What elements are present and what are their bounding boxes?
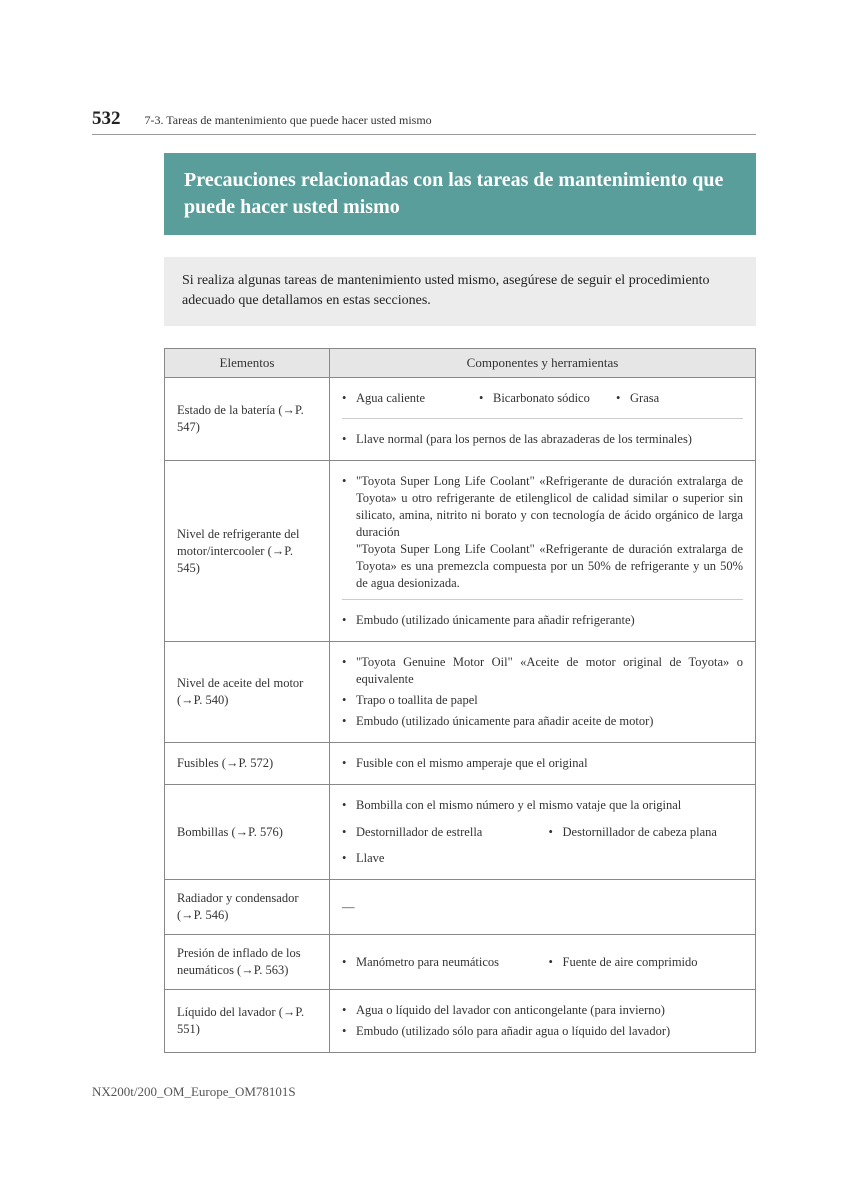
row-label-tires: Presión de inflado de los neumáticos (→P… xyxy=(165,935,330,990)
bullet-item: Destornillador de cabeza plana xyxy=(549,824,744,841)
document-page: 532 7-3. Tareas de mantenimiento que pue… xyxy=(0,0,848,1093)
bullet-text: "Toyota Super Long Life Coolant" «Refrig… xyxy=(356,474,743,539)
bullet-item: Fusible con el mismo amperaje que el ori… xyxy=(342,755,743,772)
bullet-subtext: "Toyota Super Long Life Coolant" «Refrig… xyxy=(356,541,743,592)
row-content-coolant: "Toyota Super Long Life Coolant" «Refrig… xyxy=(330,461,756,642)
bullet-item: Embudo (utilizado únicamente para añadir… xyxy=(342,713,743,730)
table-row: Presión de inflado de los neumáticos (→P… xyxy=(165,935,756,990)
table-header-components: Componentes y herramientas xyxy=(330,348,756,377)
page-number: 532 xyxy=(92,108,121,130)
table-row: Estado de la batería (→P. 547) Agua cali… xyxy=(165,377,756,461)
table-header-elements: Elementos xyxy=(165,348,330,377)
bullet-item: Destornillador de estrella xyxy=(342,824,537,841)
maintenance-table: Elementos Componentes y herramientas Est… xyxy=(164,348,756,1053)
section-title-banner: Precauciones relacionadas con las tareas… xyxy=(164,153,756,235)
row-content-tires: Manómetro para neumáticos Fuente de aire… xyxy=(330,935,756,990)
row-label-radiator: Radiador y condensador (→P. 546) xyxy=(165,880,330,935)
row-label-fuses: Fusibles (→P. 572) xyxy=(165,742,330,784)
bullet-item: "Toyota Genuine Motor Oil" «Aceite de mo… xyxy=(342,654,743,688)
bullet-item: Fuente de aire comprimido xyxy=(549,954,744,971)
row-content-bulbs: Bombilla con el mismo número y el mismo … xyxy=(330,784,756,880)
row-content-oil: "Toyota Genuine Motor Oil" «Aceite de mo… xyxy=(330,642,756,743)
row-content-radiator: — xyxy=(330,880,756,935)
row-content-fuses: Fusible con el mismo amperaje que el ori… xyxy=(330,742,756,784)
table-row: Nivel de refrigerante del motor/intercoo… xyxy=(165,461,756,642)
row-label-battery: Estado de la batería (→P. 547) xyxy=(165,377,330,461)
page-header: 532 7-3. Tareas de mantenimiento que pue… xyxy=(92,108,756,135)
table-row: Radiador y condensador (→P. 546) — xyxy=(165,880,756,935)
intro-note-box: Si realiza algunas tareas de mantenimien… xyxy=(164,257,756,326)
bullet-item: Embudo (utilizado sólo para añadir agua … xyxy=(342,1023,743,1040)
breadcrumb: 7-3. Tareas de mantenimiento que puede h… xyxy=(145,113,432,128)
bullet-item: "Toyota Super Long Life Coolant" «Refrig… xyxy=(342,473,743,591)
bullet-item: Manómetro para neumáticos xyxy=(342,954,537,971)
bullet-item: Llave xyxy=(342,850,743,867)
row-label-coolant: Nivel de refrigerante del motor/intercoo… xyxy=(165,461,330,642)
footer-text: NX200t/200_OM_Europe_OM78101S xyxy=(92,1084,296,1100)
bullet-item: Agua o líquido del lavador con anticonge… xyxy=(342,1002,743,1019)
bullet-item: Trapo o toallita de papel xyxy=(342,692,743,709)
row-content-washer: Agua o líquido del lavador con anticonge… xyxy=(330,989,756,1052)
table-row: Fusibles (→P. 572) Fusible con el mismo … xyxy=(165,742,756,784)
bullet-item: Grasa xyxy=(616,390,743,407)
bullet-item: Agua caliente xyxy=(342,390,469,407)
row-label-washer: Líquido del lavador (→P. 551) xyxy=(165,989,330,1052)
bullet-item: Bombilla con el mismo número y el mismo … xyxy=(342,797,743,814)
bullet-item: Bicarbonato sódico xyxy=(479,390,606,407)
row-label-oil: Nivel de aceite del motor (→P. 540) xyxy=(165,642,330,743)
row-label-bulbs: Bombillas (→P. 576) xyxy=(165,784,330,880)
table-row: Líquido del lavador (→P. 551) Agua o líq… xyxy=(165,989,756,1052)
bullet-item: Llave normal (para los pernos de las abr… xyxy=(342,431,743,448)
row-content-battery: Agua caliente Bicarbonato sódico Grasa L… xyxy=(330,377,756,461)
table-row: Nivel de aceite del motor (→P. 540) "Toy… xyxy=(165,642,756,743)
bullet-item: Embudo (utilizado únicamente para añadir… xyxy=(342,612,743,629)
table-row: Bombillas (→P. 576) Bombilla con el mism… xyxy=(165,784,756,880)
